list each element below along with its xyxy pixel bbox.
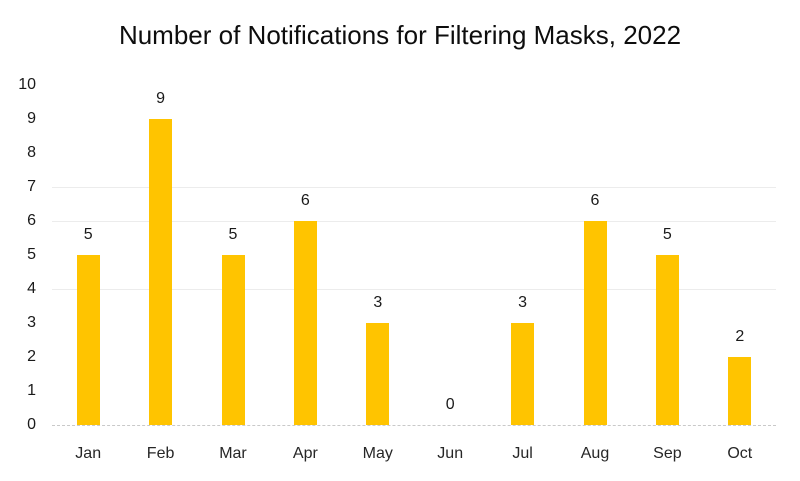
gridline-4 bbox=[52, 289, 776, 290]
y-tick-label: 5 bbox=[27, 246, 36, 263]
bar-value-label: 5 bbox=[83, 226, 93, 243]
y-tick-label: 3 bbox=[27, 314, 36, 331]
bar-value-label: 5 bbox=[228, 226, 238, 243]
bar-value-label: 6 bbox=[590, 192, 600, 209]
y-tick-label: 1 bbox=[27, 382, 36, 399]
bar-value-label: 2 bbox=[735, 328, 745, 345]
bar-value-label: 0 bbox=[445, 396, 455, 413]
x-tick-label: May bbox=[362, 445, 393, 462]
y-tick-label: 0 bbox=[27, 416, 36, 433]
bar-value-label: 6 bbox=[300, 192, 310, 209]
x-tick-label: Jan bbox=[75, 445, 102, 462]
x-tick-label: Apr bbox=[292, 445, 318, 462]
y-tick-label: 7 bbox=[27, 178, 36, 195]
x-tick-label: Mar bbox=[219, 445, 247, 462]
x-tick-label: Oct bbox=[727, 445, 753, 462]
bar-jan bbox=[76, 255, 100, 425]
x-tick-label: Jul bbox=[512, 445, 533, 462]
bar-jul bbox=[511, 323, 535, 425]
x-tick-label: Feb bbox=[146, 445, 175, 462]
bar-oct bbox=[728, 357, 752, 425]
bar-aug bbox=[583, 221, 607, 425]
bar-value-label: 5 bbox=[662, 226, 672, 243]
bar-may bbox=[366, 323, 390, 425]
y-tick-label: 9 bbox=[27, 110, 36, 127]
bar-apr bbox=[293, 221, 317, 425]
bar-sep bbox=[655, 255, 679, 425]
y-tick-label: 6 bbox=[27, 212, 36, 229]
x-tick-label: Sep bbox=[653, 445, 682, 462]
bar-value-label: 9 bbox=[156, 90, 166, 107]
gridline-7 bbox=[52, 187, 776, 188]
x-tick-label: Jun bbox=[437, 445, 464, 462]
gridline-6 bbox=[52, 221, 776, 222]
y-tick-label: 10 bbox=[18, 76, 36, 93]
y-tick-label: 8 bbox=[27, 144, 36, 161]
bar-value-label: 3 bbox=[518, 294, 528, 311]
x-tick-label: Aug bbox=[580, 445, 610, 462]
bar-value-label: 3 bbox=[373, 294, 383, 311]
chart-title: Number of Notifications for Filtering Ma… bbox=[118, 20, 682, 50]
bar-feb bbox=[149, 119, 173, 425]
bar-mar bbox=[221, 255, 245, 425]
x-axis-line bbox=[52, 425, 776, 426]
y-tick-label: 4 bbox=[27, 280, 36, 297]
y-tick-label: 2 bbox=[27, 348, 36, 365]
